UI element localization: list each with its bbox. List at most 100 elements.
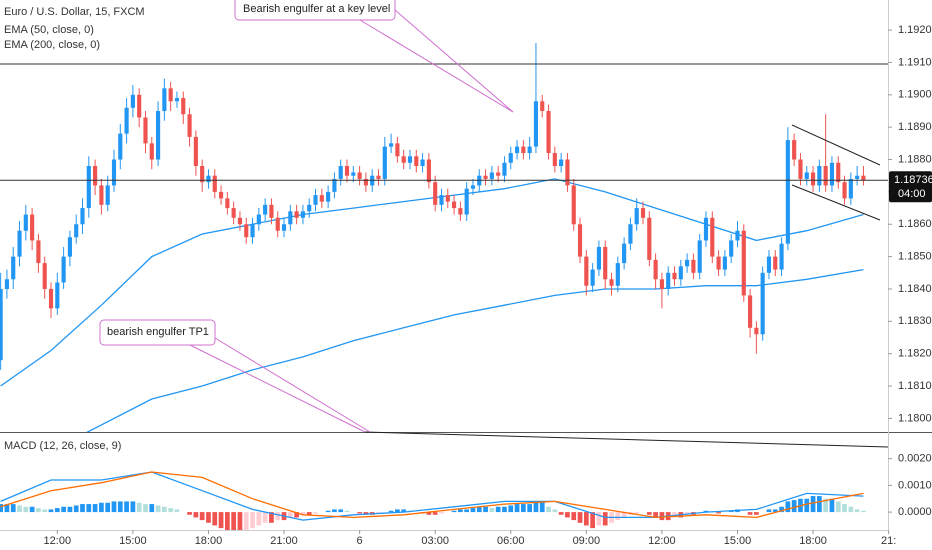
histogram-bar xyxy=(23,506,29,513)
candle-body xyxy=(804,172,809,179)
histogram-bar xyxy=(143,504,148,513)
histogram-bar xyxy=(344,510,350,513)
histogram-bar xyxy=(363,512,369,515)
histogram-bar xyxy=(155,505,161,513)
candle-body xyxy=(42,263,47,289)
candle-body xyxy=(514,146,520,154)
candle-body xyxy=(855,175,860,179)
x-tick-label: 21:00 xyxy=(270,535,298,547)
candle-body xyxy=(30,214,35,241)
histogram-bar xyxy=(395,509,400,513)
candle-body xyxy=(451,201,457,209)
candle-body xyxy=(741,230,746,296)
candle-body xyxy=(810,172,816,186)
drawings: Bearish engulfer at a key level bearish … xyxy=(0,0,889,452)
candle-body xyxy=(389,143,394,147)
candle-body xyxy=(206,175,211,183)
histogram-bar xyxy=(111,501,117,513)
x-tick-label: 15:00 xyxy=(119,535,147,547)
candle-body xyxy=(300,211,306,218)
indicator-line xyxy=(86,268,864,432)
candle-body xyxy=(237,217,243,225)
candle-body xyxy=(426,159,431,183)
candle-body xyxy=(836,162,841,183)
candle-body xyxy=(609,279,614,286)
histogram-bar xyxy=(86,504,92,513)
histogram-bar xyxy=(552,509,558,513)
histogram-bar xyxy=(168,508,174,513)
histogram-bar xyxy=(42,509,48,513)
candle-body xyxy=(174,98,180,102)
candle-body xyxy=(458,208,463,215)
candle-body xyxy=(256,214,261,225)
candle-body xyxy=(829,162,835,186)
histogram-bar xyxy=(124,501,129,513)
candle-body xyxy=(80,208,85,225)
y-tick-label: 1.18600 xyxy=(898,218,932,230)
candle-body xyxy=(181,98,186,115)
x-tick-label: 12:00 xyxy=(648,535,676,547)
histogram-bar xyxy=(199,512,205,521)
candle-body xyxy=(111,159,117,186)
candle-body xyxy=(496,172,501,176)
histogram-bar xyxy=(747,512,753,515)
histogram-bar xyxy=(206,512,211,523)
histogram-bar xyxy=(772,509,778,513)
candle-body xyxy=(48,288,54,309)
candle-body xyxy=(61,256,66,283)
histogram-bar xyxy=(48,509,54,513)
candle-body xyxy=(546,110,551,154)
legend-entry: EMA (200, close, 0) xyxy=(4,39,100,51)
candle-body xyxy=(773,256,778,270)
histogram-bar xyxy=(130,501,136,513)
candle-body xyxy=(168,88,173,102)
candle-body xyxy=(187,114,192,137)
histogram-bar xyxy=(754,512,759,515)
candle-body xyxy=(137,94,142,118)
histogram-bar xyxy=(117,501,123,513)
legend-title: MACD (12, 26, close, 9) xyxy=(4,440,121,452)
histogram-bar xyxy=(791,500,797,513)
histogram-bar xyxy=(615,512,621,521)
histogram-bar xyxy=(212,512,218,526)
histogram-bar xyxy=(218,512,224,529)
candle-body xyxy=(376,175,381,179)
candle-body xyxy=(508,153,513,163)
price-label: 1.18736 xyxy=(894,174,932,186)
candle-body xyxy=(162,88,167,111)
callout-pointer xyxy=(359,19,514,113)
histogram-bar xyxy=(766,509,772,513)
candle-body xyxy=(647,217,652,260)
histogram-bar xyxy=(262,512,268,523)
candle-body xyxy=(483,175,488,179)
histogram-bar xyxy=(823,498,829,513)
candle-body xyxy=(149,143,154,160)
histogram-bar xyxy=(162,506,167,513)
histogram-bar xyxy=(29,506,35,513)
histogram-bar xyxy=(136,502,142,513)
candle-body xyxy=(407,156,413,163)
y-tick-label: 1.18500 xyxy=(898,251,932,263)
histogram-bar xyxy=(332,509,337,513)
histogram-bar xyxy=(810,496,816,513)
histogram-bar xyxy=(36,508,41,513)
candle-body xyxy=(143,117,148,144)
candle-body xyxy=(489,172,494,179)
histogram-bar xyxy=(842,504,847,513)
histogram-bar xyxy=(779,506,784,513)
candle-body xyxy=(105,185,110,205)
histogram-bar xyxy=(470,508,476,513)
x-tick-label: 15:00 xyxy=(724,535,752,547)
histogram-bar xyxy=(287,512,293,518)
candle-body xyxy=(634,208,639,225)
candle-body xyxy=(565,159,570,186)
candle-body xyxy=(99,185,104,205)
histogram-bar xyxy=(0,504,3,513)
legend-title: Euro / U.S. Dollar, 15, FXCM xyxy=(4,6,145,18)
histogram-bar xyxy=(313,512,318,514)
candle-body xyxy=(200,166,205,183)
x-tick-label: 03:00 xyxy=(421,535,449,547)
histogram-bar xyxy=(539,501,545,513)
histogram-bar xyxy=(653,512,658,518)
